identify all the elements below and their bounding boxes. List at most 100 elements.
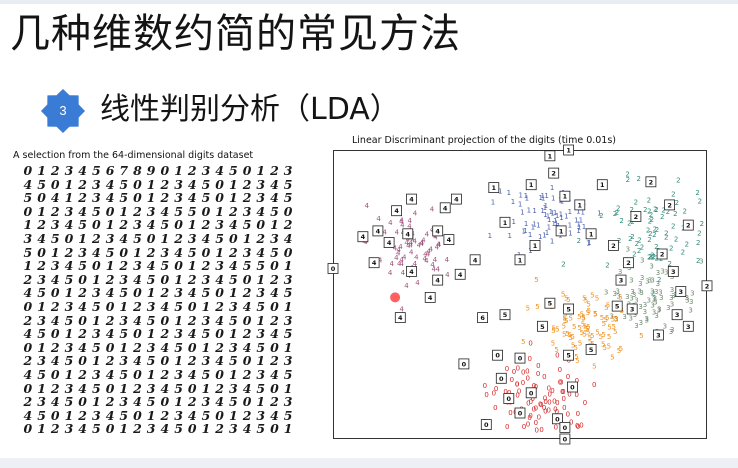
digit-cell: 0 (78, 313, 87, 328)
digit-cell: 4 (105, 327, 115, 341)
thumbnail-box: 2 (630, 211, 642, 222)
scatter-point: 2 (696, 239, 700, 247)
digit-cell: 0 (201, 245, 211, 260)
digit-cell: 5 (283, 177, 293, 192)
thumbnail-digit: 3 (679, 288, 684, 296)
scatter-point: 0 (521, 379, 525, 387)
thumbnail-digit: 4 (372, 259, 377, 267)
scatter-point: 0 (542, 373, 546, 381)
scatter-point: 5 (607, 323, 611, 331)
scatter-point: 4 (409, 249, 414, 257)
thumbnail-digit: 2 (634, 213, 639, 221)
scatter-point: 2 (697, 229, 701, 237)
scatter-point: 5 (607, 333, 611, 341)
thumbnail-box: 0 (458, 358, 470, 370)
scatter-point: 3 (689, 298, 693, 306)
digit-cell: 5 (228, 313, 238, 328)
thumbnail-box: 2 (682, 219, 694, 231)
scatter-point: 3 (670, 273, 674, 281)
scatter-point: 0 (536, 370, 540, 378)
scatter-point: 2 (669, 244, 673, 252)
scatter-point: 2 (630, 218, 634, 226)
scatter-point: 1 (491, 199, 495, 207)
scatter-point: 4 (363, 238, 368, 246)
thumbnail-box: 4 (454, 268, 466, 280)
scatter-point: 1 (520, 208, 524, 216)
badge-number: 3 (59, 103, 67, 118)
digit-cell: 5 (174, 340, 183, 355)
scatter-point: 4 (430, 206, 435, 214)
digit-cell: 9 (146, 164, 156, 178)
scatter-point: 4 (424, 257, 429, 265)
scatter-point: 5 (564, 317, 568, 325)
digit-cell: 2 (187, 272, 197, 287)
digit-cell: 2 (50, 340, 60, 355)
digit-cell: 2 (133, 340, 142, 355)
digit-cell: 3 (119, 313, 129, 328)
scatter-point: 5 (614, 315, 618, 323)
digit-cell: 5 (64, 313, 74, 328)
scatter-point: 3 (629, 276, 633, 284)
scatter-point: 4 (378, 256, 383, 264)
scatter-point: 0 (567, 391, 571, 399)
digit-cell: 5 (64, 272, 74, 287)
digit-cell: 5 (105, 245, 115, 260)
scatter-point: 0 (526, 421, 530, 429)
digit-cell: 3 (64, 164, 74, 178)
digit-cell: 4 (50, 395, 60, 409)
scatter-point: 0 (567, 357, 571, 365)
thumbnail-box: 3 (671, 309, 683, 321)
scatter-point: 1 (543, 204, 547, 212)
digit-cell: 5 (283, 368, 293, 382)
digit-cell: 0 (37, 191, 46, 205)
thumbnail-digit: 4 (387, 239, 392, 247)
scatter-point: 0 (546, 406, 550, 414)
thumbnail-digit: 3 (671, 268, 676, 276)
digit-cell: 4 (78, 204, 87, 219)
scatter-point: 2 (628, 235, 632, 243)
scatter-point: 4 (395, 229, 400, 237)
digit-cell: 0 (242, 354, 252, 368)
scatter-point: 2 (635, 240, 639, 248)
digit-cell: 4 (187, 286, 197, 300)
scatter-point: 1 (597, 209, 601, 217)
scatter-point: 0 (517, 387, 521, 395)
digit-cell: 3 (256, 286, 266, 300)
digit-cell: 3 (174, 177, 183, 192)
digit-cell: 4 (78, 164, 87, 178)
scatter-point: 0 (508, 409, 512, 417)
digit-cell: 0 (270, 300, 279, 314)
scatter-point: 3 (638, 280, 642, 288)
scatter-point: 2 (613, 210, 617, 218)
thumbnail-digit: 5 (503, 311, 508, 319)
scatter-point: 5 (607, 342, 611, 350)
digit-cell: 2 (78, 286, 87, 300)
digit-cell: 4 (228, 259, 238, 273)
scatter-point: 5 (586, 309, 590, 317)
thumbnail-digit: 2 (611, 242, 616, 250)
digit-cell: 3 (91, 408, 101, 423)
scatter-point: 5 (564, 295, 568, 303)
scatter-point: 3 (628, 314, 632, 322)
digit-cell: 2 (228, 204, 238, 219)
scatter-point: 0 (534, 405, 538, 413)
scatter-point: 0 (492, 389, 496, 397)
scatter-point: 3 (639, 319, 643, 327)
scatter-point: 1 (547, 216, 551, 224)
scatter-point: 2 (681, 249, 685, 257)
scatter-point: 3 (699, 257, 703, 265)
digit-cell: 0 (133, 191, 142, 205)
scatter-point: 2 (673, 210, 677, 218)
thumbnail-box: 2 (608, 240, 619, 251)
scatter-point: 1 (523, 227, 527, 235)
thumbnail-box: 6 (477, 312, 489, 324)
digit-cell: 2 (105, 395, 115, 409)
top-strip (0, 0, 738, 4)
scatter-point: 5 (611, 316, 615, 324)
scatter-point: 1 (525, 194, 529, 202)
scatter-point: 3 (659, 294, 663, 302)
digit-cell: 3 (119, 354, 129, 368)
digit-cell: 1 (228, 177, 238, 192)
scatter-point: 0 (534, 426, 538, 434)
digit-cell: 2 (228, 245, 238, 260)
